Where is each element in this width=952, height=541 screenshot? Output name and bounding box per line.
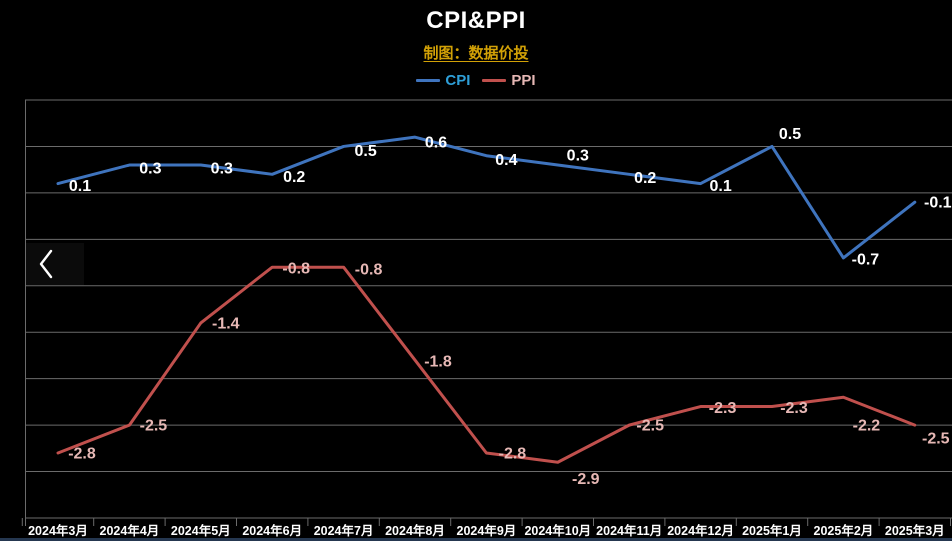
cpi-data-label: 0.1 [69, 178, 91, 195]
ppi-data-label: -2.9 [572, 471, 600, 488]
ppi-data-label: -2.2 [853, 418, 881, 435]
ppi-data-label: -2.5 [636, 418, 664, 435]
legend-item-cpi: CPI [416, 72, 470, 89]
x-axis-label: 2024年6月 [242, 523, 302, 538]
x-axis-label: 2024年11月 [596, 523, 662, 538]
ppi-data-label: -2.8 [68, 445, 96, 462]
cpi-data-label: 0.4 [495, 152, 517, 169]
cpi-data-label: -0.7 [852, 251, 880, 268]
ppi-legend-label: PPI [511, 72, 536, 89]
cpi-data-label: 0.2 [283, 169, 305, 186]
ppi-data-label: -0.8 [355, 262, 383, 279]
ppi-line [56, 265, 917, 464]
cpi-line [56, 135, 917, 260]
chart-subtitle-credit-link[interactable]: 制图：数据价投 [423, 45, 529, 62]
chart-title: CPI&PPI [426, 7, 526, 34]
chart-legend: CPI PPI [0, 72, 952, 89]
x-axis-label: 2024年4月 [100, 523, 160, 538]
ppi-data-label: -2.3 [709, 400, 737, 417]
x-axis-label: 2024年5月 [171, 523, 231, 538]
cpi-data-label: 0.3 [211, 161, 233, 178]
chart-header: CPI&PPI 制图：数据价投 CPI PPI [0, 0, 952, 89]
ppi-data-label: -0.8 [282, 261, 310, 278]
x-axis-label: 2024年9月 [457, 523, 517, 538]
x-axis-label: 2024年12月 [667, 523, 734, 538]
ppi-data-label: -1.4 [212, 315, 240, 332]
x-axis-label: 2025年1月 [742, 523, 802, 538]
ppi-data-label: -2.3 [780, 400, 808, 417]
cpi-data-label: 0.1 [709, 178, 731, 195]
x-axis-label: 2024年10月 [524, 523, 591, 538]
ppi-data-label: -1.8 [424, 354, 452, 371]
x-axis-label: 2025年2月 [814, 523, 874, 538]
subtitle-row: 制图：数据价投 [0, 35, 952, 63]
cpi-legend-label: CPI [445, 72, 471, 89]
prev-arrow-button[interactable] [26, 243, 84, 285]
cpi-data-label: 0.5 [779, 126, 801, 143]
cpi-data-label: -0.1 [924, 195, 952, 212]
x-axis-label: 2025年3月 [885, 523, 945, 538]
cpi-legend-line-swatch [416, 79, 441, 82]
x-axis-label: 2024年7月 [314, 523, 374, 538]
ppi-data-label: -2.5 [922, 431, 950, 448]
cpi-data-label: 0.3 [139, 161, 161, 178]
ppi-legend-line-swatch [482, 79, 507, 82]
ppi-data-label: -2.5 [140, 418, 168, 435]
cpi-data-label: 0.5 [354, 143, 376, 160]
ppi-data-label: -2.8 [499, 445, 527, 462]
x-axis-label: 2024年8月 [385, 523, 445, 538]
cpi-data-label: 0.6 [425, 135, 447, 152]
chevron-left-icon [39, 249, 53, 279]
cpi-data-label: 0.3 [567, 148, 589, 165]
legend-item-ppi: PPI [482, 72, 536, 89]
cpi-data-label: 0.2 [634, 170, 656, 187]
x-axis-label: 2024年3月 [28, 523, 88, 538]
window-bottom-edge-strip [0, 538, 952, 541]
